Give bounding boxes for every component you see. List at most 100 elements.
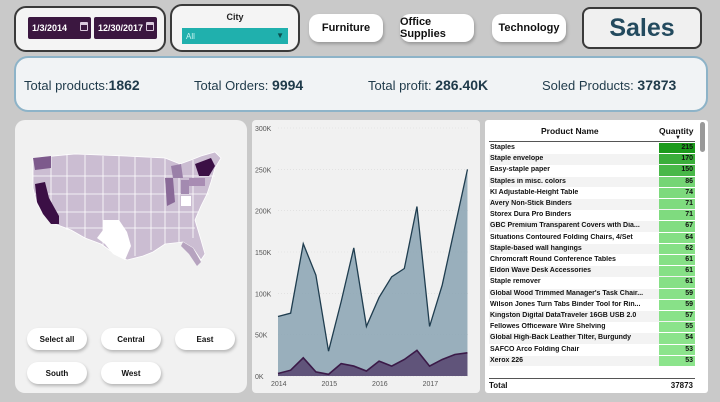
y-tick-label: 50K bbox=[255, 333, 268, 340]
central-button[interactable]: Central bbox=[101, 328, 161, 350]
city-dropdown-value: All bbox=[186, 31, 195, 41]
total-label: Total bbox=[489, 381, 508, 390]
state-illinois bbox=[165, 178, 175, 206]
product-name-cell: Wilson Jones Turn Tabs Binder Tool for R… bbox=[490, 300, 641, 308]
product-name-cell: Avery Non-Stick Binders bbox=[490, 200, 572, 207]
kpi-soled-products: Soled Products: 37873 bbox=[542, 77, 676, 93]
technology-button[interactable]: Technology bbox=[492, 14, 566, 42]
table-total-row: Total 37873 bbox=[489, 378, 695, 390]
sales-button[interactable]: Sales bbox=[582, 7, 702, 49]
south-button[interactable]: South bbox=[27, 362, 87, 384]
table-row[interactable]: Chromcraft Round Conference Tables 61 bbox=[489, 255, 695, 266]
state-texas bbox=[97, 220, 131, 260]
table-row[interactable]: Staple remover 61 bbox=[489, 277, 695, 288]
state-california bbox=[35, 182, 59, 224]
state-new-york bbox=[195, 158, 215, 176]
table-row[interactable]: Avery Non-Stick Binders 71 bbox=[489, 199, 695, 210]
product-name-cell: Fellowes Officeware Wire Shelving bbox=[490, 323, 606, 331]
product-name-cell: Staples in misc. colors bbox=[490, 177, 566, 185]
table-row[interactable]: GBC Premium Transparent Covers with Dia.… bbox=[489, 221, 695, 232]
table-row[interactable]: KI Adjustable-Height Table 74 bbox=[489, 187, 695, 199]
product-name-cell: Staple-based wall hangings bbox=[490, 244, 582, 252]
product-name-cell: Easy-staple paper bbox=[490, 166, 550, 174]
city-slicer: City All ▼ bbox=[170, 4, 300, 52]
state-borders bbox=[33, 154, 215, 256]
table-row[interactable]: Fellowes Officeware Wire Shelving 55 bbox=[489, 322, 695, 333]
state-florida bbox=[181, 242, 201, 266]
quantity-cell: 74 bbox=[659, 187, 695, 198]
chevron-down-icon[interactable]: ▼ bbox=[276, 31, 284, 40]
product-name-cell: Staples bbox=[490, 144, 515, 151]
state-west-virginia bbox=[181, 196, 191, 206]
quantity-cell: 71 bbox=[659, 210, 695, 221]
table-row[interactable]: Staple envelope 170 bbox=[489, 154, 695, 165]
quantity-cell: 67 bbox=[659, 221, 695, 232]
column-header-quantity[interactable]: Quantity bbox=[659, 126, 694, 136]
table-scrollbar[interactable] bbox=[700, 122, 705, 152]
x-tick-label: 2014 bbox=[271, 381, 287, 388]
select-all-button[interactable]: Select all bbox=[27, 328, 87, 350]
quantity-cell: 170 bbox=[659, 154, 695, 165]
product-name-cell: Global Wood Trimmed Manager's Task Chair… bbox=[490, 289, 644, 297]
y-tick-label: 0K bbox=[255, 374, 264, 381]
table-row[interactable]: Wilson Jones Turn Tabs Binder Tool for R… bbox=[489, 299, 695, 311]
table-row[interactable]: Easy-staple paper 150 bbox=[489, 165, 695, 176]
city-dropdown[interactable]: All ▼ bbox=[182, 28, 288, 44]
header-divider bbox=[489, 141, 695, 142]
table-row[interactable]: Situations Contoured Folding Chairs, 4/S… bbox=[489, 232, 695, 244]
table-row[interactable]: Staple-based wall hangings 62 bbox=[489, 243, 695, 255]
kpi-value: 1862 bbox=[108, 77, 140, 93]
furniture-button[interactable]: Furniture bbox=[309, 14, 383, 42]
east-button[interactable]: East bbox=[175, 328, 235, 350]
kpi-value: 37873 bbox=[637, 77, 677, 93]
quantity-cell: 55 bbox=[659, 322, 695, 333]
sales-profit-chart-panel: 0K 50K 100K 150K 200K 250K 300K 2014 2015 2016 201… bbox=[252, 120, 480, 393]
table-row[interactable]: SAFCO Arco Folding Chair 53 bbox=[489, 344, 695, 356]
us-map-base bbox=[32, 151, 222, 261]
kpi-value: 286.40K bbox=[435, 77, 489, 93]
product-name-cell: Kingston Digital DataTraveler 16GB USB 2… bbox=[490, 312, 637, 319]
table-row[interactable]: Staples in misc. colors 86 bbox=[489, 176, 695, 188]
calendar-icon[interactable] bbox=[80, 22, 88, 31]
quantity-cell: 61 bbox=[659, 266, 695, 277]
table-row[interactable]: Storex Dura Pro Binders 71 bbox=[489, 210, 695, 221]
kpi-label: Soled Products: bbox=[542, 78, 634, 93]
table-row[interactable]: Kingston Digital DataTraveler 16GB USB 2… bbox=[489, 311, 695, 322]
quantity-cell: 59 bbox=[659, 299, 695, 310]
us-map[interactable] bbox=[15, 120, 247, 320]
y-tick-label: 300K bbox=[255, 126, 272, 133]
product-name-cell: Situations Contoured Folding Chairs, 4/S… bbox=[490, 233, 633, 241]
end-date-value: 12/30/2017 bbox=[98, 23, 144, 33]
table-row[interactable]: Staples 215 bbox=[489, 143, 695, 154]
product-name-cell: Staple remover bbox=[490, 278, 541, 286]
sort-desc-icon[interactable]: ▼ bbox=[675, 135, 681, 141]
product-name-cell: SAFCO Arco Folding Chair bbox=[490, 345, 580, 353]
series-area bbox=[278, 350, 468, 376]
start-date-input[interactable]: 1/3/2014 bbox=[28, 17, 91, 39]
table-row[interactable]: Global Wood Trimmed Manager's Task Chair… bbox=[489, 288, 695, 300]
state-pennsylvania bbox=[189, 178, 205, 186]
table-row[interactable]: Xerox 226 53 bbox=[489, 355, 695, 367]
quantity-cell: 59 bbox=[659, 288, 695, 299]
y-tick-label: 250K bbox=[255, 167, 272, 174]
column-header-product-name[interactable]: Product Name bbox=[541, 126, 599, 136]
west-button[interactable]: West bbox=[101, 362, 161, 384]
x-tick-label: 2015 bbox=[322, 381, 338, 388]
city-slicer-title: City bbox=[226, 12, 244, 22]
quantity-cell: 62 bbox=[659, 243, 695, 254]
office-supplies-button[interactable]: Office Supplies bbox=[400, 14, 474, 42]
series-line bbox=[277, 349, 468, 376]
quantity-cell: 54 bbox=[659, 333, 695, 344]
product-name-cell: Chromcraft Round Conference Tables bbox=[490, 256, 616, 263]
sales-area-chart[interactable]: 0K 50K 100K 150K 200K 250K 300K 2014 2015 2016 201… bbox=[252, 120, 480, 393]
kpi-total-products: Total products:1862 bbox=[24, 77, 140, 93]
table-row[interactable]: Global High-Back Leather Tilter, Burgund… bbox=[489, 333, 695, 344]
quantity-cell: 53 bbox=[659, 355, 695, 366]
total-value: 37873 bbox=[670, 381, 693, 390]
calendar-icon[interactable] bbox=[146, 22, 154, 31]
quantity-cell: 53 bbox=[659, 344, 695, 355]
kpi-total-orders: Total Orders: 9994 bbox=[194, 77, 303, 93]
end-date-input[interactable]: 12/30/2017 bbox=[94, 17, 157, 39]
kpi-label: Total profit: bbox=[368, 78, 432, 93]
table-row[interactable]: Eldon Wave Desk Accessories 61 bbox=[489, 266, 695, 277]
